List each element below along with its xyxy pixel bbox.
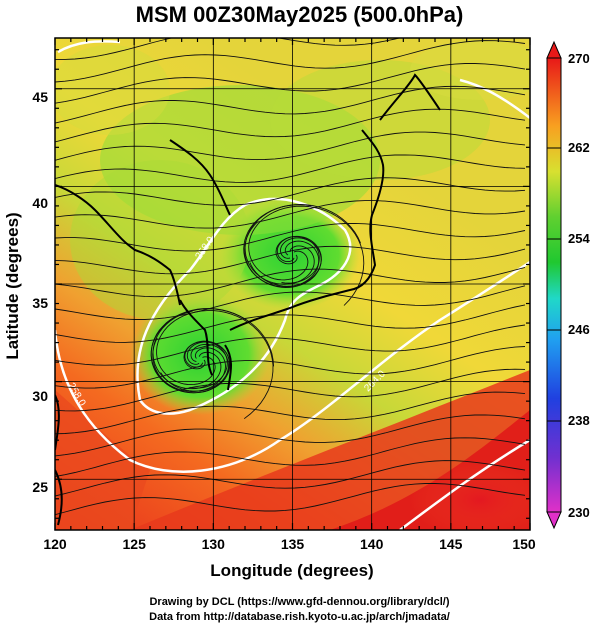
streamline <box>55 391 526 435</box>
streamline <box>55 346 526 389</box>
colorbar-max-arrow <box>546 40 562 59</box>
streamline <box>55 177 526 206</box>
x-tick-label: 130 <box>202 536 226 552</box>
temperature-field: 258.0 258.0 264.0 <box>55 38 530 530</box>
streamline <box>248 205 365 306</box>
streamline <box>55 483 526 516</box>
streamline <box>55 414 526 457</box>
x-tick-label: 140 <box>360 536 384 552</box>
streamline <box>55 63 526 104</box>
streamline <box>55 324 526 366</box>
x-tick-label: 135 <box>281 536 305 552</box>
lat-lon-grid <box>55 38 530 530</box>
y-tick-label: 30 <box>32 388 48 404</box>
x-tick-label: 145 <box>439 536 463 552</box>
streamline <box>55 368 526 412</box>
y-axis-label: Latitude (degrees) <box>3 212 22 359</box>
streamline <box>243 204 320 288</box>
streamline <box>55 38 402 60</box>
colorbar-label: 238 <box>568 413 590 428</box>
streamline <box>55 131 526 161</box>
streamline <box>55 200 526 229</box>
streamline <box>55 285 526 320</box>
x-axis-label: Longitude (degrees) <box>210 561 373 580</box>
streamline <box>55 154 526 183</box>
footer-data-source: Data from http://database.rish.kyoto-u.a… <box>149 611 450 623</box>
y-tick-label: 40 <box>32 195 48 211</box>
x-tick-label: 120 <box>43 536 67 552</box>
streamline <box>55 222 526 252</box>
colorbar-label: 254 <box>568 231 590 246</box>
colorbar-label: 262 <box>568 140 590 155</box>
x-tick-label: 125 <box>123 536 147 552</box>
streamline <box>55 40 526 83</box>
streamline <box>150 308 247 392</box>
y-tick-label: 35 <box>32 295 48 311</box>
streamline <box>152 308 275 390</box>
streamline <box>55 460 526 497</box>
streamline <box>55 304 526 343</box>
y-tick-label: 45 <box>32 89 48 105</box>
streamline <box>55 266 526 298</box>
colorbar-label: 270 <box>568 51 590 66</box>
colorbar-min-arrow <box>546 511 562 530</box>
streamline <box>55 437 526 477</box>
x-tick-label: 150 <box>512 536 536 552</box>
streamline <box>55 108 526 143</box>
colorbar-label: 230 <box>568 505 590 520</box>
streamline <box>275 236 320 284</box>
footer-credit-line: Drawing by DCL (https://www.gfd-dennou.o… <box>149 596 450 608</box>
axis-ticks <box>54 38 531 530</box>
colorbar: 270 262 254 246 238 230 <box>546 40 590 530</box>
streamline <box>55 245 526 275</box>
y-tick-label: 25 <box>32 479 48 495</box>
map-title: MSM 00Z30May2025 (500.0hPa) <box>135 2 464 27</box>
streamline <box>156 310 274 420</box>
coastlines <box>55 73 441 526</box>
colorbar-label: 246 <box>568 322 590 337</box>
streamline <box>55 85 526 124</box>
